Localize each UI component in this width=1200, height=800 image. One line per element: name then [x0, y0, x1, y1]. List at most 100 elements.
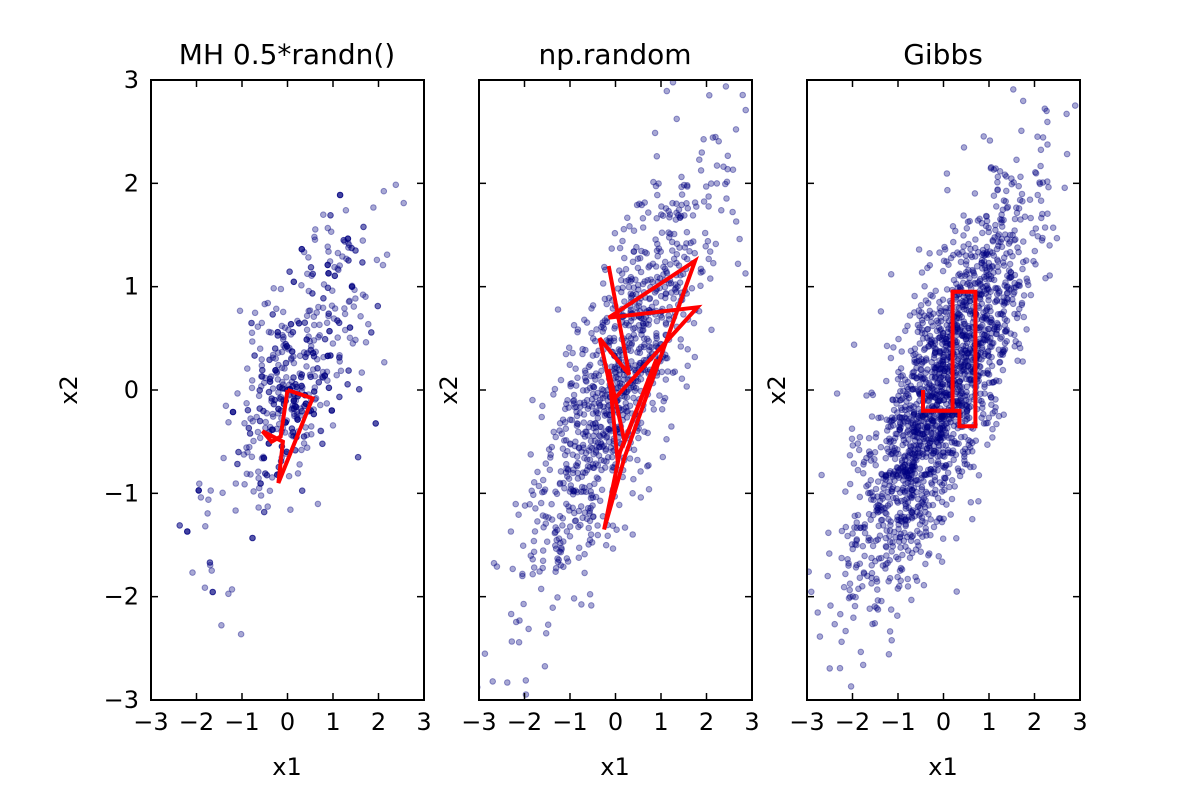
scatter-point	[860, 570, 868, 577]
scatter-point	[1005, 286, 1013, 293]
scatter-point	[920, 435, 927, 443]
scatter-point	[1036, 180, 1044, 188]
scatter-point	[998, 333, 1005, 341]
scatter-point	[328, 407, 336, 414]
scatter-point	[348, 283, 356, 291]
scatter-point	[577, 503, 585, 510]
scatter-point	[890, 406, 898, 414]
scatter-point	[555, 556, 563, 564]
scatter-point	[1037, 197, 1045, 204]
scatter-point	[288, 431, 295, 439]
scatter-point	[880, 505, 888, 512]
scatter-point	[919, 319, 927, 327]
scatter-point	[374, 302, 382, 310]
scatter-point	[601, 464, 609, 471]
scatter-point	[846, 452, 854, 459]
scatter-point	[623, 319, 630, 327]
scatter-point	[921, 375, 929, 383]
scatter-point	[1032, 169, 1039, 176]
scatter-point	[886, 469, 893, 477]
scatter-point	[988, 340, 996, 347]
scatter-point	[865, 510, 873, 518]
scatter-point	[924, 264, 931, 272]
scatter-point	[904, 462, 912, 469]
scatter-point	[734, 260, 742, 268]
scatter-point	[557, 562, 565, 569]
scatter-point	[944, 186, 951, 194]
scatter-point	[248, 453, 256, 461]
scatter-point	[915, 357, 923, 365]
scatter-point	[934, 452, 941, 460]
scatter-point	[918, 486, 926, 493]
trace-path	[260, 388, 316, 484]
scatter-point	[225, 590, 232, 598]
scatter-point	[244, 406, 252, 414]
scatter-point	[847, 683, 855, 690]
scatter-point	[883, 416, 891, 424]
scatter-point	[844, 532, 851, 540]
scatter-point	[895, 468, 902, 475]
scatter-point	[319, 440, 326, 448]
scatter-point	[1039, 234, 1046, 242]
scatter-point	[601, 392, 609, 400]
scatter-point	[368, 329, 375, 336]
scatter-point	[910, 351, 917, 359]
scatter-point	[579, 387, 587, 394]
scatter-point	[993, 330, 1001, 338]
scatter-point	[1001, 231, 1009, 238]
scatter-point	[197, 494, 205, 501]
scatter-point	[966, 282, 974, 289]
scatter-point	[944, 446, 952, 454]
scatter-point	[921, 330, 929, 337]
scatter-point	[976, 277, 984, 285]
scatter-point	[931, 345, 939, 352]
scatter-point	[652, 299, 660, 306]
scatter-point	[992, 221, 999, 229]
scatter-point	[845, 594, 853, 602]
scatter-point	[660, 397, 668, 405]
scatter-point	[557, 548, 565, 556]
scatter-point	[999, 366, 1007, 374]
scatter-point	[896, 419, 904, 426]
scatter-point	[925, 342, 933, 350]
scatter-point	[927, 516, 935, 523]
scatter-point	[936, 249, 943, 256]
scatter-point	[624, 408, 631, 415]
scatter-point	[582, 377, 590, 384]
scatter-point	[894, 573, 901, 581]
scatter-point	[616, 348, 623, 355]
scatter-point	[808, 588, 815, 596]
scatter-point	[826, 550, 833, 557]
scatter-point	[556, 479, 564, 487]
scatter-point	[907, 531, 914, 539]
scatter-point	[630, 394, 637, 402]
scatter-point	[640, 315, 648, 323]
scatter-point	[586, 591, 594, 598]
scatter-point	[934, 434, 941, 442]
scatter-point	[582, 369, 589, 377]
scatter-point	[963, 388, 970, 396]
scatter-point	[222, 402, 230, 410]
scatter-point	[344, 381, 351, 388]
scatter-point	[306, 337, 314, 345]
scatter-point	[572, 438, 579, 446]
scatter-point	[994, 186, 1002, 193]
scatter-point	[626, 455, 634, 462]
scatter-point	[952, 451, 960, 459]
scatter-point	[897, 396, 905, 404]
scatter-point	[587, 372, 595, 380]
scatter-point	[663, 354, 671, 362]
scatter-point	[603, 433, 611, 440]
scatter-point	[907, 419, 915, 426]
scatter-point	[653, 317, 661, 325]
scatter-point	[871, 456, 878, 463]
scatter-point	[671, 286, 679, 293]
scatter-point	[570, 391, 578, 399]
scatter-point	[927, 531, 934, 539]
scatter-point	[736, 235, 743, 243]
scatter-point	[842, 570, 849, 578]
scatter-point	[684, 346, 692, 353]
scatter-point	[949, 223, 957, 230]
scatter-point	[990, 192, 998, 199]
scatter-point	[883, 427, 891, 434]
